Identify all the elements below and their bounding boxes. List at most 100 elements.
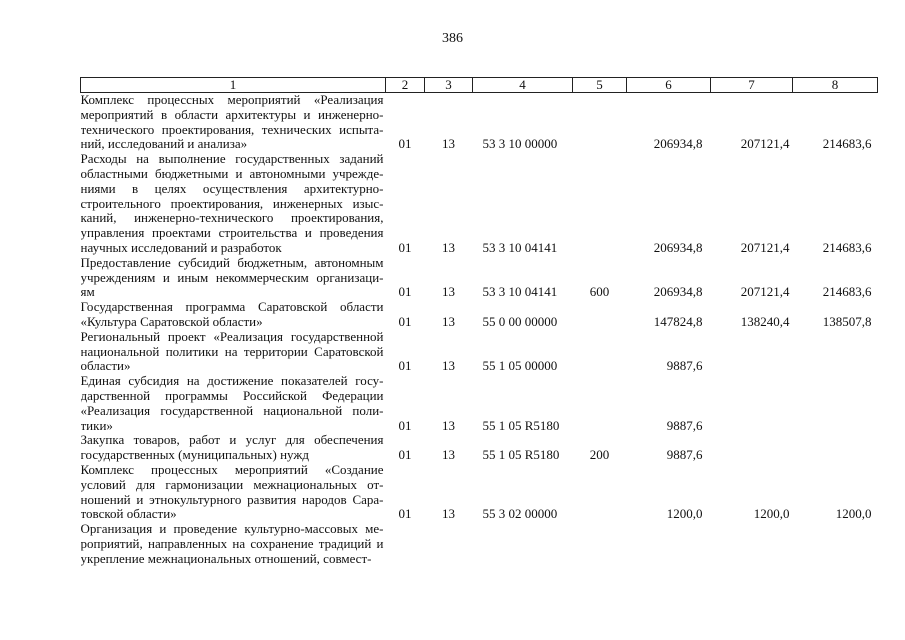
amount-year-1: 206934,8	[653, 284, 703, 300]
row-name-line: национальной политики на территории Сара…	[80, 344, 384, 359]
expense-type-code	[573, 300, 627, 330]
row-name-line: товской области»	[80, 507, 177, 522]
expense-type-code	[573, 463, 627, 522]
amount-year-1: 9887,6	[666, 417, 703, 433]
target-article-code: 55 1 05 00000	[482, 358, 558, 374]
row-name-line: научных исследований и разработок	[80, 240, 282, 255]
target-article-code: 53 3 10 04141	[482, 284, 558, 300]
target-article-code: 55 1 05 R5180	[482, 447, 560, 463]
subsection-code: 13	[442, 506, 455, 522]
subsection-code: 13	[442, 239, 455, 255]
table-row: Государственная программа Саратовской об…	[81, 300, 878, 330]
row-name: Региональный проект «Реализация государс…	[81, 330, 386, 374]
amount-year-2	[711, 433, 793, 463]
table-row: Комплекс процессных мероприятий «Создани…	[81, 463, 878, 522]
expense-type-code	[573, 93, 627, 153]
amount-year-2: 207121,4	[740, 284, 790, 300]
amount-year-2	[711, 374, 793, 433]
row-name-line: тики»	[80, 418, 113, 433]
table-header-row: 1 2 3 4 5 6 7 8	[80, 77, 878, 93]
row-name-line: технического проектирования, технических…	[80, 122, 384, 137]
section-code: 01	[398, 284, 412, 300]
table-row: Закупка товаров, работ и услуг для обесп…	[81, 433, 878, 463]
table-row: Предоставление субсидий бюджетным, автон…	[81, 256, 878, 300]
row-name: Государственная программа Саратовской об…	[81, 300, 386, 330]
row-name-line: Комплекс процессных мероприятий «Реализа…	[80, 93, 384, 107]
row-name-line: ний, исследований и анализа»	[80, 137, 248, 152]
row-name-line: строительного проектирования, инженерных…	[80, 196, 384, 211]
row-name-line: Региональный проект «Реализация государс…	[80, 329, 384, 344]
amount-year-2: 138240,4	[740, 313, 790, 329]
expense-type-code	[573, 374, 627, 433]
column-header: 1	[80, 77, 386, 93]
expense-type-code: 600	[589, 284, 610, 300]
row-name-line: условий для гармонизации межнациональных…	[80, 477, 384, 492]
row-name-line: Организация и проведение культурно-массо…	[80, 522, 384, 537]
amount-year-3: 214683,6	[822, 136, 872, 152]
amount-year-2	[711, 522, 793, 566]
amount-year-3	[793, 522, 878, 566]
target-article-code	[473, 522, 573, 566]
row-name-line: Единая субсидия на достижение показателе…	[80, 374, 384, 389]
row-name-line: каний, инженерно-технического проектиров…	[80, 211, 384, 226]
table-row: Организация и проведение культурно-массо…	[81, 522, 878, 566]
amount-year-1: 206934,8	[653, 136, 703, 152]
row-name-line: мероприятий в области архитектуры и инже…	[80, 107, 384, 122]
section-code: 01	[398, 313, 412, 329]
row-name-line: ям	[80, 285, 95, 300]
subsection-code: 13	[442, 313, 455, 329]
section-code: 01	[398, 447, 412, 463]
row-name: Организация и проведение культурно-массо…	[81, 522, 386, 566]
amount-year-2	[711, 330, 793, 374]
expense-type-code	[573, 330, 627, 374]
amount-year-1: 1200,0	[666, 506, 703, 522]
column-header: 8	[792, 77, 878, 93]
budget-table: 1 2 3 4 5 6 7 8 Комплекс процессных меро…	[80, 77, 878, 567]
subsection-code: 13	[442, 447, 455, 463]
amount-year-1: 9887,6	[666, 447, 703, 463]
table-row: Расходы на выполнение государственных за…	[81, 152, 878, 256]
row-name-line: учреждениям и иным некоммерческим органи…	[80, 270, 384, 285]
row-name: Единая субсидия на достижение показателе…	[81, 374, 386, 433]
amount-year-3	[793, 330, 878, 374]
row-name: Закупка товаров, работ и услуг для обесп…	[81, 433, 386, 463]
row-name: Расходы на выполнение государственных за…	[81, 152, 386, 256]
amount-year-1: 147824,8	[653, 313, 703, 329]
column-header: 2	[385, 77, 425, 93]
row-name-line: «Реализация государственной национальной…	[80, 403, 384, 418]
amount-year-3	[793, 433, 878, 463]
section-code	[386, 522, 425, 566]
row-name: Комплекс процессных мероприятий «Создани…	[81, 463, 386, 522]
row-name: Предоставление субсидий бюджетным, автон…	[81, 256, 386, 300]
row-name-line: государственных (муниципальных) нужд	[80, 448, 309, 463]
expense-type-code: 200	[589, 447, 610, 463]
subsection-code: 13	[442, 284, 455, 300]
column-header: 5	[572, 77, 627, 93]
row-name-line: укрепление межнациональных отношений, со…	[80, 551, 372, 566]
amount-year-3	[793, 374, 878, 433]
target-article-code: 55 0 00 00000	[482, 313, 558, 329]
subsection-code: 13	[442, 417, 455, 433]
row-name-line: управления проектами строительства и про…	[80, 226, 384, 241]
row-name-line: Закупка товаров, работ и услуг для обесп…	[80, 433, 384, 448]
amount-year-1: 206934,8	[653, 239, 703, 255]
target-article-code: 53 3 10 04141	[482, 239, 558, 255]
row-name-line: дарственной программы Российской Федерац…	[80, 388, 384, 403]
amount-year-3: 214683,6	[822, 239, 872, 255]
amount-year-1: 9887,6	[666, 358, 703, 374]
row-name-line: областными бюджетными и автономными учре…	[80, 166, 384, 181]
table-row: Региональный проект «Реализация государс…	[81, 330, 878, 374]
table-row: Единая субсидия на достижение показателе…	[81, 374, 878, 433]
row-name-line: роприятий, направленных на сохранение тр…	[80, 536, 384, 551]
section-code: 01	[398, 358, 412, 374]
row-name: Комплекс процессных мероприятий «Реализа…	[81, 93, 386, 153]
amount-year-2: 207121,4	[740, 239, 790, 255]
column-header: 4	[472, 77, 573, 93]
row-name-line: ниями в целях осуществления архитектурно…	[80, 181, 384, 196]
row-name-line: Предоставление субсидий бюджетным, автон…	[80, 255, 384, 270]
table-body: Комплекс процессных мероприятий «Реализа…	[81, 93, 878, 567]
expense-type-code	[573, 152, 627, 256]
column-header: 3	[424, 77, 473, 93]
row-name-line: ношений и этнокультурного развития народ…	[80, 492, 384, 507]
subsection-code: 13	[442, 136, 455, 152]
